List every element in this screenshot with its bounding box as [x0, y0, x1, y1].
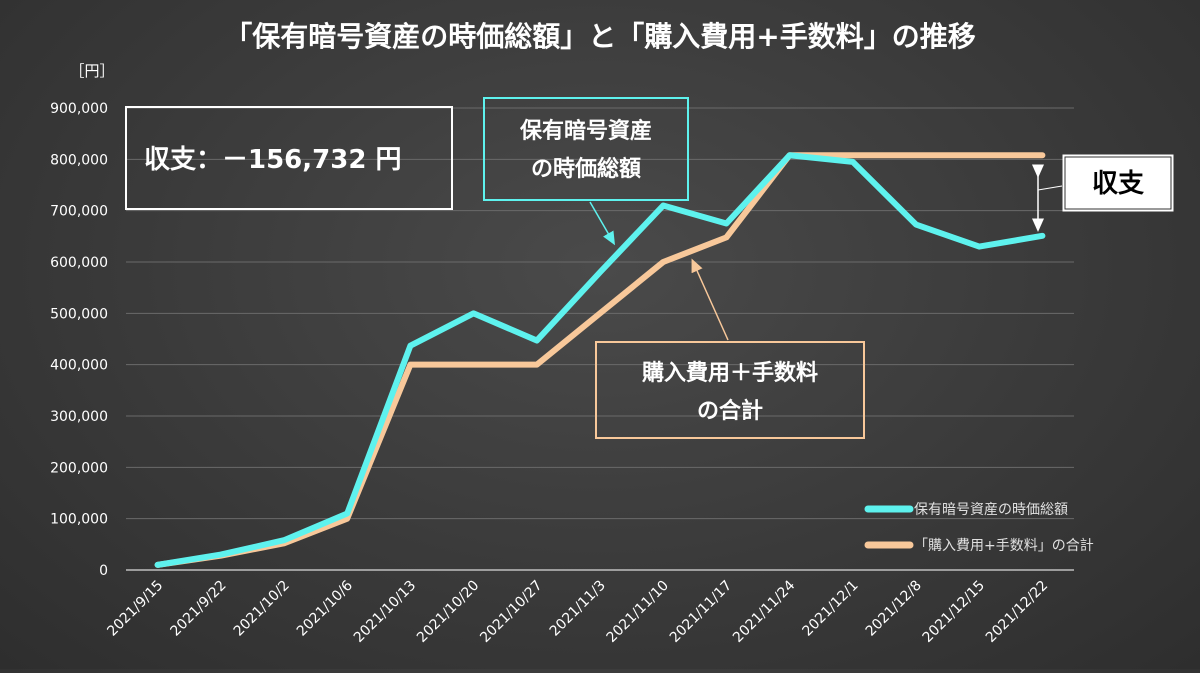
y-tick-label: 400,000: [50, 358, 108, 374]
x-tick-label: 2021/12/15: [920, 578, 988, 646]
market-callout-arrow: [590, 202, 612, 240]
y-tick-label: 300,000: [50, 409, 108, 425]
x-tick-label: 2021/10/13: [351, 578, 419, 646]
x-tick-label: 2021/10/20: [414, 578, 482, 646]
x-tick-label: 2021/12/1: [800, 578, 862, 640]
series-lines: [158, 155, 1043, 565]
y-unit-label: ［円］: [69, 62, 114, 80]
chart-title: 「保有暗号資産の時価総額」と「購入費用+手数料」の推移: [224, 20, 975, 53]
cost-callout-line1: 購入費用＋手数料: [642, 360, 818, 386]
y-tick-label: 200,000: [50, 460, 108, 476]
y-tick-labels: 900,000 800,000 700,000 600,000 500,000 400,0…: [50, 101, 108, 579]
y-tick-label: 900,000: [50, 101, 108, 117]
balance-gap-indicator: 収支: [1038, 155, 1173, 226]
market-callout: 保有暗号資産 の時価総額: [484, 98, 688, 240]
cost-callout-arrow: [694, 264, 728, 340]
legend-label-market: 保有暗号資産の時価総額: [914, 502, 1068, 518]
y-tick-label: 600,000: [50, 255, 108, 271]
x-tick-label: 2021/9/22: [168, 578, 230, 640]
legend-label-cost: 「購入費用+手数料」の合計: [914, 538, 1094, 554]
cost-callout: 購入費用＋手数料 の合計: [596, 264, 864, 438]
y-tick-label: 100,000: [50, 512, 108, 528]
x-tick-label: 2021/11/3: [547, 578, 609, 640]
y-tick-label: 0: [99, 563, 108, 579]
x-tick-label: 2021/11/17: [667, 578, 735, 646]
x-tick-label: 2021/10/27: [477, 578, 545, 646]
balance-box: 収支：－156,732 円: [126, 107, 452, 209]
y-tick-label: 700,000: [50, 204, 108, 220]
series-line-market-value: [158, 155, 1043, 565]
y-tick-label: 800,000: [50, 152, 108, 168]
x-tick-label: 2021/12/8: [863, 578, 925, 640]
balance-label: 収支: [1092, 169, 1144, 199]
market-callout-line2: の時価総額: [531, 156, 641, 182]
x-tick-label: 2021/9/15: [104, 578, 166, 640]
x-tick-label: 2021/12/22: [983, 578, 1051, 646]
legend: 保有暗号資産の時価総額 「購入費用+手数料」の合計: [868, 502, 1094, 554]
market-callout-line1: 保有暗号資産: [519, 118, 652, 144]
cost-callout-line2: の合計: [697, 398, 763, 424]
x-tick-label: 2021/11/10: [604, 578, 672, 646]
x-tick-label: 2021/11/24: [730, 577, 798, 645]
x-tick-label: 2021/10/6: [294, 577, 356, 639]
balance-box-text: 収支：－156,732 円: [144, 145, 401, 175]
x-tick-label: 2021/10/2: [231, 578, 293, 640]
y-tick-label: 500,000: [50, 306, 108, 322]
